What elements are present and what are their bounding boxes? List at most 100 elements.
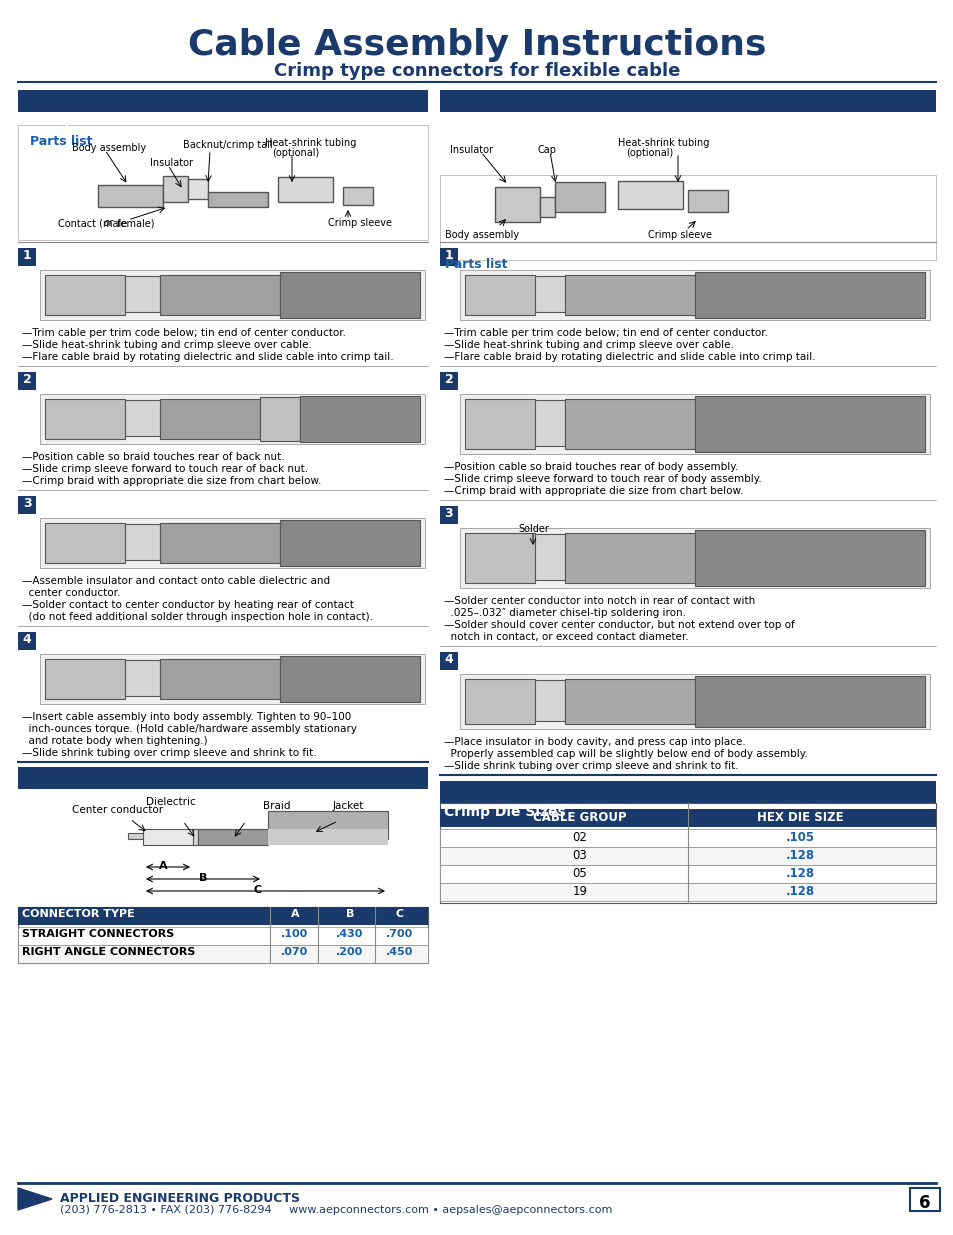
Text: Cap: Cap — [537, 144, 557, 156]
Text: 05: 05 — [572, 867, 587, 881]
Bar — [18, 945, 428, 963]
Bar — [687, 190, 727, 212]
Text: Heat-shrink tubing: Heat-shrink tubing — [618, 138, 709, 148]
Bar — [539, 198, 555, 217]
Text: 6: 6 — [919, 1194, 930, 1212]
Text: 2: 2 — [23, 373, 31, 387]
Text: Body assembly: Body assembly — [71, 143, 146, 153]
Bar — [464, 275, 535, 315]
Text: (optional): (optional) — [272, 148, 319, 158]
Text: .430: .430 — [336, 929, 363, 939]
Text: Crimp sleeve: Crimp sleeve — [328, 219, 392, 228]
Bar — [439, 883, 935, 902]
Bar — [18, 927, 428, 945]
Text: —Position cable so braid touches rear of body assembly.: —Position cable so braid touches rear of… — [443, 462, 738, 472]
Text: —Solder contact to center conductor by heating rear of contact: —Solder contact to center conductor by h… — [22, 600, 354, 610]
Bar — [439, 175, 935, 261]
Bar — [188, 179, 208, 199]
Bar — [439, 847, 935, 864]
Text: 1: 1 — [444, 249, 453, 262]
Text: B: B — [345, 909, 354, 919]
Bar — [128, 832, 198, 839]
Bar — [439, 809, 935, 827]
Text: Center conductor: Center conductor — [71, 805, 163, 815]
Bar — [299, 396, 419, 442]
Bar — [125, 659, 160, 697]
Text: Braid: Braid — [263, 802, 291, 811]
Bar — [459, 394, 929, 454]
Text: 19: 19 — [572, 885, 587, 898]
Bar — [18, 248, 36, 266]
Bar — [535, 680, 564, 721]
Bar — [459, 674, 929, 729]
Bar — [198, 829, 268, 845]
Text: Contact (male: Contact (male — [58, 219, 131, 228]
Bar — [439, 248, 457, 266]
Polygon shape — [18, 1188, 52, 1210]
Text: .070: .070 — [281, 947, 309, 957]
Bar — [45, 399, 125, 438]
Bar — [18, 496, 36, 514]
Text: CABLE GROUP: CABLE GROUP — [533, 811, 626, 824]
Bar — [564, 534, 695, 583]
Text: Insulator: Insulator — [450, 144, 493, 156]
Bar — [125, 400, 160, 436]
Text: Parts list: Parts list — [30, 135, 92, 148]
Bar — [18, 906, 428, 963]
Text: .100: .100 — [281, 929, 309, 939]
Bar — [45, 522, 125, 563]
Text: 2: 2 — [444, 373, 453, 387]
Text: —Crimp braid with appropriate die size from chart below.: —Crimp braid with appropriate die size f… — [22, 475, 321, 487]
Bar — [439, 652, 457, 671]
Bar — [495, 186, 539, 222]
Text: —Slide crimp sleeve forward to touch rear of back nut.: —Slide crimp sleeve forward to touch rea… — [22, 464, 308, 474]
Text: —Slide crimp sleeve forward to touch rear of body assembly.: —Slide crimp sleeve forward to touch rea… — [443, 474, 760, 484]
Bar — [163, 177, 188, 203]
Bar — [555, 182, 604, 212]
Text: B: B — [198, 873, 207, 883]
Text: 4: 4 — [23, 634, 31, 646]
Bar — [695, 676, 924, 727]
Text: —Crimp braid with appropriate die size from chart below.: —Crimp braid with appropriate die size f… — [443, 487, 742, 496]
Text: Jacket: Jacket — [333, 802, 364, 811]
Text: Dielectric: Dielectric — [146, 797, 195, 806]
Text: —Slide shrink tubing over crimp sleeve and shrink to fit.: —Slide shrink tubing over crimp sleeve a… — [22, 748, 316, 758]
Bar — [268, 829, 388, 845]
Text: .450: .450 — [386, 947, 414, 957]
Text: —Solder center conductor into notch in rear of contact with: —Solder center conductor into notch in r… — [443, 597, 755, 606]
Bar — [143, 829, 198, 845]
Bar — [343, 186, 373, 205]
Bar — [18, 372, 36, 390]
Text: C: C — [395, 909, 404, 919]
Bar — [439, 506, 457, 524]
Bar — [535, 534, 564, 580]
Text: .200: .200 — [336, 947, 363, 957]
Text: notch in contact, or exceed contact diameter.: notch in contact, or exceed contact diam… — [443, 632, 688, 642]
Text: C: C — [253, 885, 262, 895]
Text: —Trim cable per trim code below; tin end of center conductor.: —Trim cable per trim code below; tin end… — [22, 329, 346, 338]
Bar — [280, 520, 419, 566]
Text: RIGHT ANGLE CONNECTORS: RIGHT ANGLE CONNECTORS — [22, 947, 195, 957]
Bar — [40, 394, 424, 445]
Text: Body assembly: Body assembly — [444, 230, 518, 240]
Bar — [564, 275, 695, 315]
Text: .128: .128 — [784, 848, 814, 862]
Text: —Assemble insulator and contact onto cable dielectric and: —Assemble insulator and contact onto cab… — [22, 576, 330, 585]
Text: 03: 03 — [572, 848, 587, 862]
Bar — [40, 655, 424, 704]
Bar — [618, 182, 682, 209]
Text: inch-ounces torque. (Hold cable/hardware assembly stationary: inch-ounces torque. (Hold cable/hardware… — [22, 724, 356, 734]
Text: APPLIED ENGINEERING PRODUCTS: APPLIED ENGINEERING PRODUCTS — [60, 1192, 299, 1205]
Bar — [160, 399, 260, 438]
Text: and rotate body when tightening.): and rotate body when tightening.) — [22, 736, 208, 746]
Text: Heat-shrink tubing: Heat-shrink tubing — [265, 138, 356, 148]
Bar — [160, 659, 280, 699]
Bar — [208, 191, 268, 207]
Bar — [695, 530, 924, 585]
Bar — [160, 275, 280, 315]
Text: 02: 02 — [572, 831, 587, 844]
Bar — [439, 803, 935, 903]
Bar — [459, 270, 929, 320]
Text: center conductor.: center conductor. — [22, 588, 120, 598]
Bar — [439, 864, 935, 883]
